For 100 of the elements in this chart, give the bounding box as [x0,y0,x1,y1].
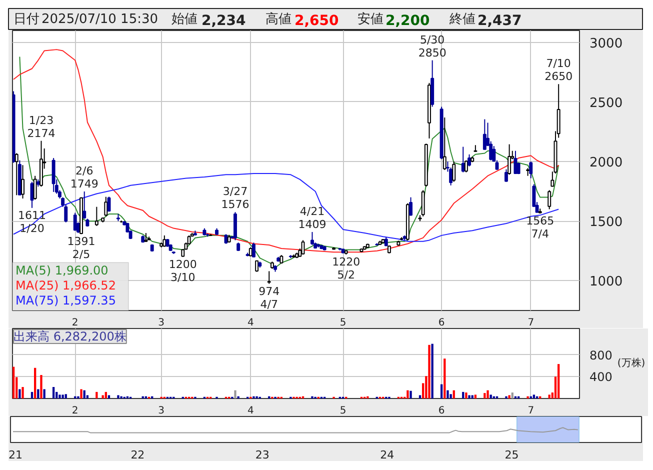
candlestick [73,212,77,232]
bar [104,392,107,398]
bar [532,394,536,398]
bar [52,387,55,398]
text: MA(75) 1,597.35 [16,294,116,308]
x-tick-label: 6 [438,406,445,416]
bar [12,366,15,398]
bar [43,389,46,398]
x-tick-label: 2 [72,318,78,328]
candlestick [21,164,24,199]
bar [108,395,110,398]
bar [83,390,86,398]
bar [484,393,486,398]
annotation: 2/6 1749 [70,164,98,190]
candlestick [482,118,486,150]
text: 2,650 [294,13,340,29]
bar [30,392,34,398]
annotation: 1200 3/10 [168,258,197,284]
bar [62,394,64,398]
x-tick-label: 4 [247,318,254,328]
candlestick [529,161,533,179]
candlestick [52,157,56,192]
candlestick [310,231,314,246]
bar [40,374,42,398]
bar [96,392,98,398]
bar [34,368,36,398]
x-tick-label: 22 [130,448,145,462]
x-tick-label: 5 [340,318,346,328]
bar [446,390,449,398]
bar [558,364,560,398]
bar [465,392,468,398]
annotation: 7/10 2650 [544,57,573,84]
bar [474,394,477,398]
annotation: 5/30 2850 [418,33,446,60]
bar [490,394,492,398]
candlestick [508,144,512,176]
candlestick [14,152,18,196]
annotation: 1/23 2174 [27,114,56,140]
x-tick-label: 7 [528,318,534,328]
x-tick-label: 25 [504,448,519,462]
candlestick [421,190,425,217]
text: 安値 [358,11,384,27]
annotation: 1220 5/2 [332,256,360,282]
candlestick [489,140,493,161]
annotation: 1391 2/5 [67,235,96,262]
bar [452,390,455,398]
bar [406,390,409,398]
bar [468,395,470,398]
candlestick [504,168,508,182]
bar [462,392,464,398]
bar [102,395,104,398]
y-tick-label: 3000 [590,36,623,52]
bar [37,389,40,398]
candlestick [82,190,86,220]
bar [234,390,236,398]
y-tick-label: 400 [590,370,612,384]
bar [80,389,82,398]
y-tick-label: 800 [590,348,612,362]
bar [440,384,443,398]
candlestick [104,196,108,217]
bar [22,387,24,398]
bar [548,394,550,398]
y-tick-label: 1500 [590,215,623,230]
bar [471,395,474,398]
x-tick-label: 21 [8,448,22,462]
x-tick-label: 2 [72,406,78,416]
bar [431,344,434,398]
x-tick-label: 6 [438,318,445,328]
bar [486,390,489,398]
candlestick [409,196,413,216]
bar [18,389,21,398]
text: 2,437 [478,13,522,29]
text: 日付 [14,12,40,27]
text: 始値 [172,12,198,27]
bar [410,390,412,398]
text: 2,234 [202,13,246,29]
chart-title: 出来高 6,282,200株 [14,330,126,344]
y-tick-label: 2000 [590,156,623,171]
candlestick [224,234,228,244]
y-tick-label: 1000 [590,274,623,290]
bar [64,394,67,398]
x-tick-label: 3 [158,318,165,328]
annotation: 3/27 1576 [221,185,250,212]
text: 高値 [266,11,292,27]
bar [418,395,422,398]
text: MA(25) 1,966.52 [16,278,116,292]
bar [58,394,61,398]
candlestick [162,234,166,248]
bar [450,394,452,398]
candlestick [548,190,552,210]
candlestick [468,154,472,167]
bar [444,358,446,398]
bar [511,392,514,398]
y-tick-label: 2500 [590,96,623,111]
x-tick-label: 24 [380,448,394,462]
candlestick [492,146,496,162]
candlestick [267,270,271,284]
x-tick-label: 23 [255,448,270,462]
x-tick-label: 4 [247,406,254,416]
text: 2,200 [386,13,430,29]
